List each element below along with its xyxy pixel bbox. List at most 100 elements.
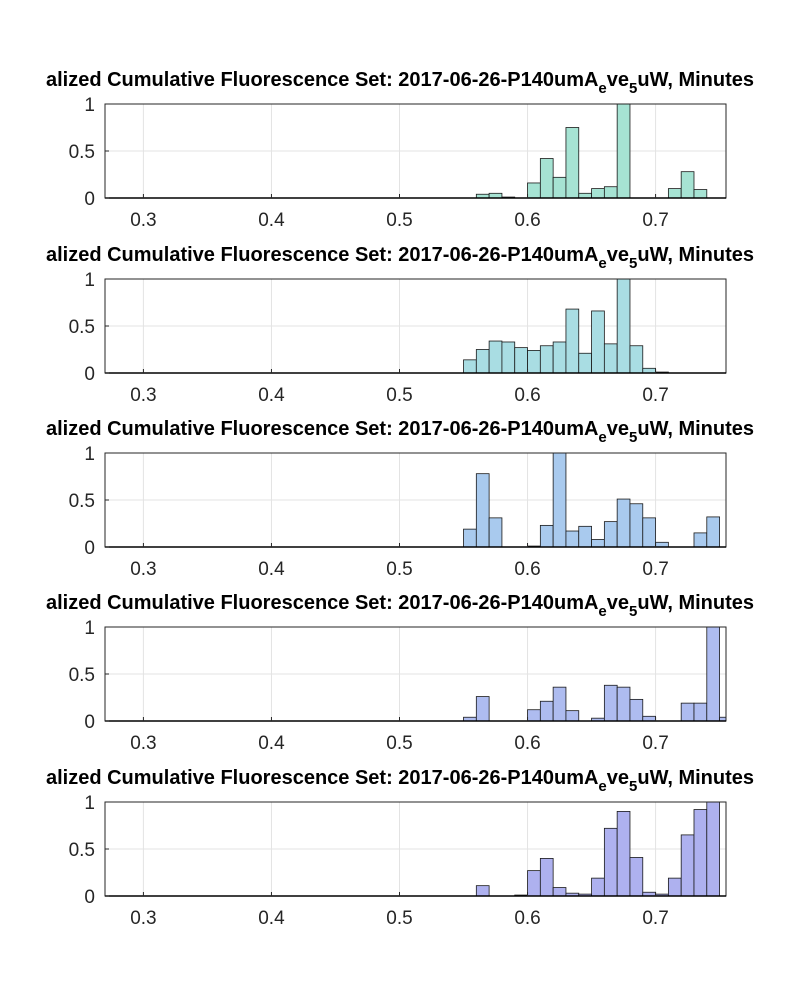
- title-part-sub2: 5: [629, 603, 637, 620]
- bar-group: [463, 279, 669, 373]
- histogram-bar: [539, 858, 554, 896]
- histogram-bar: [693, 702, 708, 721]
- histogram-bar: [706, 516, 720, 547]
- y-tick-label: 0.5: [69, 840, 95, 861]
- histogram-bar: [667, 188, 682, 198]
- y-tick-label: 1: [84, 270, 95, 291]
- histogram-bar: [578, 352, 592, 373]
- histogram-bar: [616, 811, 631, 896]
- histogram-bar: [616, 686, 631, 721]
- histogram-bar: [565, 530, 580, 547]
- histogram-bar: [706, 802, 720, 896]
- histogram-bar: [539, 345, 554, 373]
- x-tick-label: 0.5: [386, 908, 412, 929]
- bar-group: [475, 104, 708, 198]
- y-tick-label: 1: [84, 95, 95, 116]
- x-tick-label: 0.6: [514, 210, 540, 231]
- title-part-prefix: alized Cumulative Fluorescence Set: 2017…: [46, 244, 598, 266]
- histogram-bar: [514, 347, 528, 373]
- title-part-sub1: e: [598, 80, 606, 97]
- histogram-bar: [603, 827, 618, 896]
- title-part-sub2: 5: [629, 255, 637, 272]
- histogram-bar: [603, 521, 618, 547]
- panel-title: alized Cumulative Fluorescence Set: 2017…: [46, 69, 754, 97]
- title-part-suffix: uW, Minutes: [637, 418, 754, 440]
- histogram-panel-3: alized Cumulative Fluorescence Set: 2017…: [46, 418, 754, 580]
- x-tick-label: 0.3: [130, 210, 156, 231]
- histogram-bar: [578, 525, 592, 547]
- histogram-bar: [680, 171, 695, 198]
- x-tick-label: 0.7: [642, 559, 668, 580]
- y-tick-label: 0.5: [69, 142, 95, 163]
- title-part-mid: ve: [607, 418, 629, 440]
- histogram-bar: [616, 279, 631, 373]
- panel-title: alized Cumulative Fluorescence Set: 2017…: [46, 418, 754, 446]
- histogram-bar: [591, 539, 605, 547]
- histogram-panel-1: alized Cumulative Fluorescence Set: 2017…: [46, 69, 754, 231]
- title-part-sub2: 5: [629, 80, 637, 97]
- histogram-bar: [552, 453, 567, 547]
- histogram-bar: [629, 698, 644, 721]
- histogram-bar: [475, 885, 490, 896]
- title-part-sub1: e: [598, 429, 606, 446]
- y-tick-label: 0: [84, 712, 95, 733]
- histogram-bar: [539, 524, 554, 547]
- histogram-bar: [527, 870, 541, 896]
- histogram-bar: [527, 182, 541, 198]
- histogram-bar: [629, 857, 644, 896]
- bar-group: [463, 627, 726, 721]
- histogram-bar: [693, 809, 708, 896]
- histogram-bar: [706, 627, 720, 721]
- histogram-bar: [539, 158, 554, 198]
- x-tick-label: 0.4: [258, 559, 285, 580]
- title-part-mid: ve: [607, 69, 629, 91]
- histogram-bar: [552, 686, 567, 721]
- title-part-prefix: alized Cumulative Fluorescence Set: 2017…: [46, 418, 598, 440]
- histogram-bar: [591, 310, 605, 373]
- x-tick-label: 0.4: [258, 733, 285, 754]
- panel-title: alized Cumulative Fluorescence Set: 2017…: [46, 767, 754, 795]
- x-tick-label: 0.5: [386, 385, 412, 406]
- x-tick-label: 0.5: [386, 733, 412, 754]
- title-part-sub2: 5: [629, 778, 637, 795]
- y-tick-label: 0: [84, 538, 95, 559]
- title-part-sub1: e: [598, 255, 606, 272]
- title-part-sub1: e: [598, 778, 606, 795]
- x-tick-label: 0.7: [642, 733, 668, 754]
- histogram-bar: [565, 127, 580, 198]
- histogram-bar: [565, 710, 580, 721]
- x-tick-label: 0.3: [130, 559, 156, 580]
- histogram-bar: [667, 877, 682, 896]
- histogram-bar: [565, 308, 580, 373]
- histogram-bar: [603, 684, 618, 721]
- title-part-suffix: uW, Minutes: [637, 244, 754, 266]
- x-tick-label: 0.3: [130, 385, 156, 406]
- x-tick-label: 0.3: [130, 733, 156, 754]
- histogram-bar: [488, 517, 503, 547]
- histogram-panel-4: alized Cumulative Fluorescence Set: 2017…: [46, 592, 754, 754]
- histogram-panel-2: alized Cumulative Fluorescence Set: 2017…: [46, 244, 754, 406]
- x-tick-label: 0.7: [642, 385, 668, 406]
- x-tick-label: 0.4: [258, 908, 285, 929]
- histogram-bar: [527, 350, 541, 373]
- histogram-bar: [591, 188, 605, 198]
- x-tick-label: 0.6: [514, 385, 540, 406]
- x-tick-label: 0.5: [386, 210, 412, 231]
- histogram-bar: [629, 503, 644, 547]
- title-part-prefix: alized Cumulative Fluorescence Set: 2017…: [46, 69, 598, 91]
- x-tick-label: 0.4: [258, 385, 285, 406]
- histogram-bar: [463, 528, 477, 547]
- histogram-bar: [693, 532, 708, 547]
- y-tick-label: 0: [84, 189, 95, 210]
- histogram-bar: [539, 700, 554, 721]
- x-tick-label: 0.6: [514, 733, 540, 754]
- title-part-mid: ve: [607, 244, 629, 266]
- histogram-bar: [501, 341, 516, 373]
- histogram-bar: [488, 340, 503, 373]
- x-tick-label: 0.6: [514, 908, 540, 929]
- histogram-bar: [629, 345, 644, 373]
- histogram-bar: [719, 716, 726, 721]
- x-tick-label: 0.7: [642, 210, 668, 231]
- histogram-bar: [527, 709, 541, 721]
- x-tick-label: 0.3: [130, 908, 156, 929]
